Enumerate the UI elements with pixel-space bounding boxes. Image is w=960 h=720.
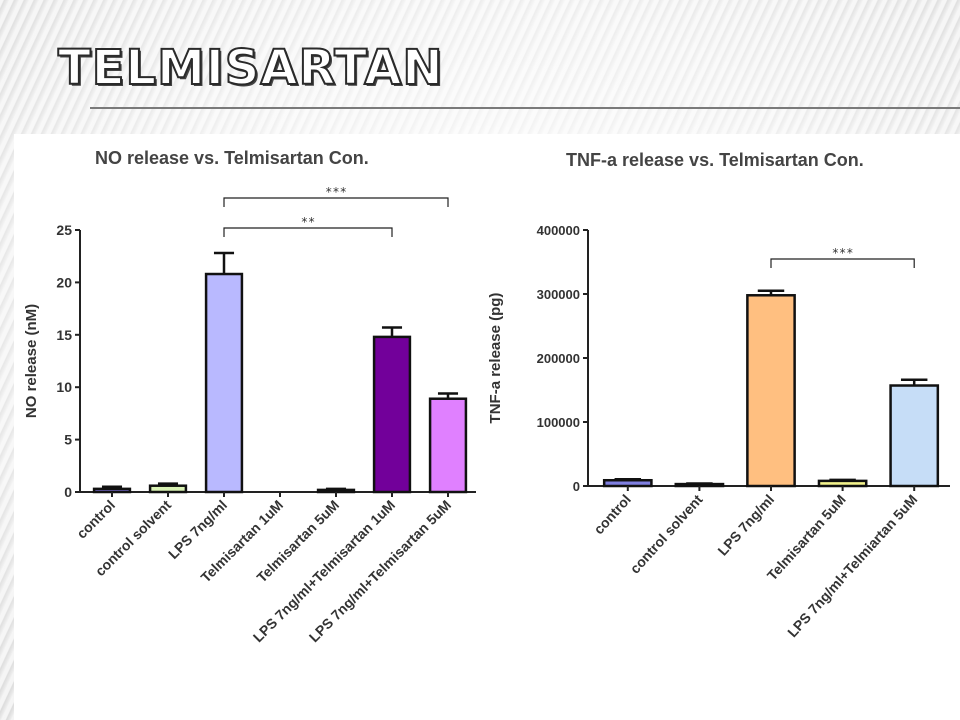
- tnf-bar: [602, 478, 653, 488]
- tnf-y-tick-label: 300000: [537, 287, 580, 302]
- tnf-category-label: control solvent: [627, 491, 706, 577]
- tnf-y-tick-label: 200000: [537, 351, 580, 366]
- no-y-tick-label: 5: [64, 432, 72, 448]
- no-y-tick-label: 10: [56, 379, 72, 395]
- no-y-tick-label: 20: [56, 274, 72, 290]
- no-chart-title: NO release vs. Telmisartan Con.: [95, 148, 369, 168]
- no-bar: [92, 487, 132, 494]
- no-bar: [204, 272, 244, 494]
- no-bar: [428, 397, 468, 494]
- tnf-release-chart: TNF-a release vs. Telmisartan Con. 0 1000…: [484, 134, 960, 720]
- tnf-category-label: control: [590, 491, 634, 537]
- tnf-category-label: LPS 7ng/ml+Telmiartan 5uM: [784, 491, 920, 640]
- tnf-y-tick-label: 400000: [537, 223, 580, 238]
- tnf-category-label: LPS 7ng/ml: [714, 491, 777, 558]
- no-bar: [316, 488, 356, 494]
- tnf-category-label: Telmisartan 5uM: [764, 491, 849, 583]
- no-bar: [148, 484, 188, 494]
- no-category-label: control: [73, 497, 118, 542]
- tnf-chart-svg: 0 100000 200000 300000 400000 TNF-a release (…: [487, 223, 950, 640]
- tnf-significance-bracket: [770, 258, 915, 268]
- tnf-bar: [746, 294, 796, 488]
- no-y-axis-title: NO release (nM): [23, 304, 40, 418]
- tnf-significance-label: ***: [832, 246, 854, 260]
- slide-title: TELMISARTAN: [57, 39, 444, 97]
- title-rule: [90, 107, 960, 109]
- no-y-tick-label: 25: [56, 222, 72, 238]
- no-significance-label: ***: [325, 185, 347, 199]
- no-release-chart: NO release vs. Telmisartan Con. 0 5 10 15 20…: [14, 134, 484, 720]
- tnf-y-tick-label: 100000: [537, 415, 580, 430]
- tnf-y-axis-title: TNF-a release (pg): [487, 293, 504, 424]
- no-significance-bracket: [223, 227, 393, 237]
- no-significance-label: **: [301, 215, 315, 229]
- tnf-chart-title: TNF-a release vs. Telmisartan Con.: [566, 150, 864, 170]
- no-significance-bracket: [223, 197, 449, 207]
- no-y-tick-label: 0: [64, 484, 72, 500]
- no-bar: [372, 335, 412, 494]
- no-y-tick-label: 15: [56, 327, 72, 343]
- tnf-bar: [889, 384, 940, 488]
- tnf-y-tick-label: 0: [573, 479, 580, 494]
- tnf-bar: [817, 479, 868, 488]
